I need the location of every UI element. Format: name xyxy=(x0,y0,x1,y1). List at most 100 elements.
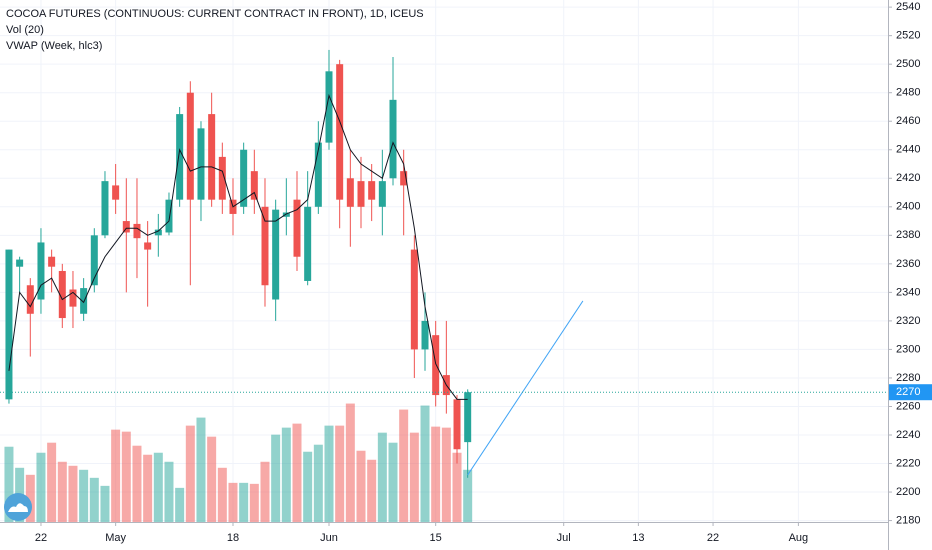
volume-bar xyxy=(132,445,142,522)
candle-body xyxy=(154,229,162,236)
y-tick-label: 2340 xyxy=(896,286,920,298)
volume-bar xyxy=(431,426,441,522)
candle-body xyxy=(122,221,130,233)
axes: 2180 2200 2220 2240 2260 2280 2300 2320 2340 2360… xyxy=(35,1,932,544)
volume-bar xyxy=(228,482,238,522)
y-tick-label: 2420 xyxy=(896,172,920,184)
x-tick-label: Jul xyxy=(557,532,571,544)
y-tick-label: 2460 xyxy=(896,115,920,127)
volume-bar xyxy=(281,427,291,522)
volume-bar xyxy=(79,469,89,522)
candle-body xyxy=(314,142,322,207)
y-tick-label: 2500 xyxy=(896,58,920,70)
volume-bar xyxy=(303,451,313,522)
volume-bar xyxy=(260,461,270,522)
volume-bar xyxy=(36,452,46,522)
volume-bar xyxy=(399,409,409,522)
volume-bar xyxy=(345,403,355,522)
volume-bar xyxy=(153,452,163,522)
y-tick-label: 2280 xyxy=(896,372,920,384)
candle-body xyxy=(112,185,120,200)
candle-body xyxy=(218,156,226,200)
x-tick-label: 22 xyxy=(707,532,719,544)
candle-body xyxy=(197,128,205,200)
volume-bar xyxy=(68,465,78,522)
candle-body xyxy=(368,181,376,200)
volume-legend: Vol (20) xyxy=(6,24,44,36)
candle-body xyxy=(389,99,397,179)
candle-body xyxy=(58,270,66,319)
volume-bar xyxy=(111,429,121,522)
volume-bar xyxy=(313,444,323,522)
volume-bar xyxy=(463,469,473,522)
x-tick-label: Jun xyxy=(320,532,338,544)
volume-bar xyxy=(175,487,185,522)
volume-bar xyxy=(292,423,302,522)
candle-body xyxy=(453,399,461,450)
logo[interactable] xyxy=(4,493,32,521)
candle-body xyxy=(378,181,386,207)
y-tick-label: 2520 xyxy=(896,30,920,42)
y-tick-label: 2540 xyxy=(896,1,920,13)
x-tick-label: May xyxy=(105,532,126,544)
candle-body xyxy=(250,171,258,200)
candle-body xyxy=(133,223,141,239)
logo-cloud xyxy=(8,503,28,512)
candle-body xyxy=(410,249,418,350)
volume-bar xyxy=(207,436,217,522)
candle-body xyxy=(176,114,184,200)
y-tick-label: 2200 xyxy=(896,486,920,498)
candle-body xyxy=(80,288,88,314)
y-tick-label: 2360 xyxy=(896,258,920,270)
volume-bar xyxy=(57,461,67,522)
chart-title: COCOA FUTURES (CONTINUOUS: CURRENT CONTR… xyxy=(6,8,424,20)
volume-bar xyxy=(143,454,153,522)
candle-body xyxy=(208,114,216,200)
x-tick-label: 15 xyxy=(430,532,442,544)
volume-bar xyxy=(4,446,14,522)
volume-bar xyxy=(47,442,57,522)
vwap-legend: VWAP (Week, hlc3) xyxy=(6,40,102,52)
volume-bar xyxy=(249,483,259,522)
y-tick-label: 2400 xyxy=(896,201,920,213)
y-tick-label: 2480 xyxy=(896,87,920,99)
candle-body xyxy=(261,206,269,286)
candle-body xyxy=(48,256,56,267)
candle-body xyxy=(144,242,152,250)
candle-body xyxy=(69,289,77,307)
candle-body xyxy=(5,249,13,400)
volume-bar xyxy=(164,461,174,522)
volume-bar xyxy=(217,467,227,522)
candle-body xyxy=(357,181,365,207)
volume-bar xyxy=(367,459,377,522)
candle-body xyxy=(186,92,194,200)
volume-bar xyxy=(25,474,35,522)
volume-bar xyxy=(271,434,281,522)
volume-bar xyxy=(452,452,462,522)
x-tick-label: 22 xyxy=(35,532,47,544)
candle-body xyxy=(464,392,472,443)
vwap-line xyxy=(8,93,468,400)
y-tick-label: 2440 xyxy=(896,144,920,156)
x-tick-label: 13 xyxy=(632,532,644,544)
candle-body xyxy=(400,171,408,186)
volume-bar xyxy=(185,425,195,522)
plot-layer xyxy=(0,49,888,478)
candle-body xyxy=(90,235,98,286)
y-tick-label: 2260 xyxy=(896,400,920,412)
candle-body xyxy=(26,285,34,314)
candle-body xyxy=(304,206,312,281)
candle-body xyxy=(346,178,354,207)
volume-bar xyxy=(335,425,345,522)
volume-bar xyxy=(239,482,249,522)
candle-body xyxy=(240,149,248,207)
x-tick-label: Aug xyxy=(789,532,809,544)
y-tick-label: 2300 xyxy=(896,343,920,355)
candle-body xyxy=(16,259,24,267)
trend-line xyxy=(467,300,584,476)
volume-bar xyxy=(121,431,131,522)
y-tick-label: 2380 xyxy=(896,229,920,241)
candle-body xyxy=(293,199,301,257)
volume-bar xyxy=(324,425,334,522)
